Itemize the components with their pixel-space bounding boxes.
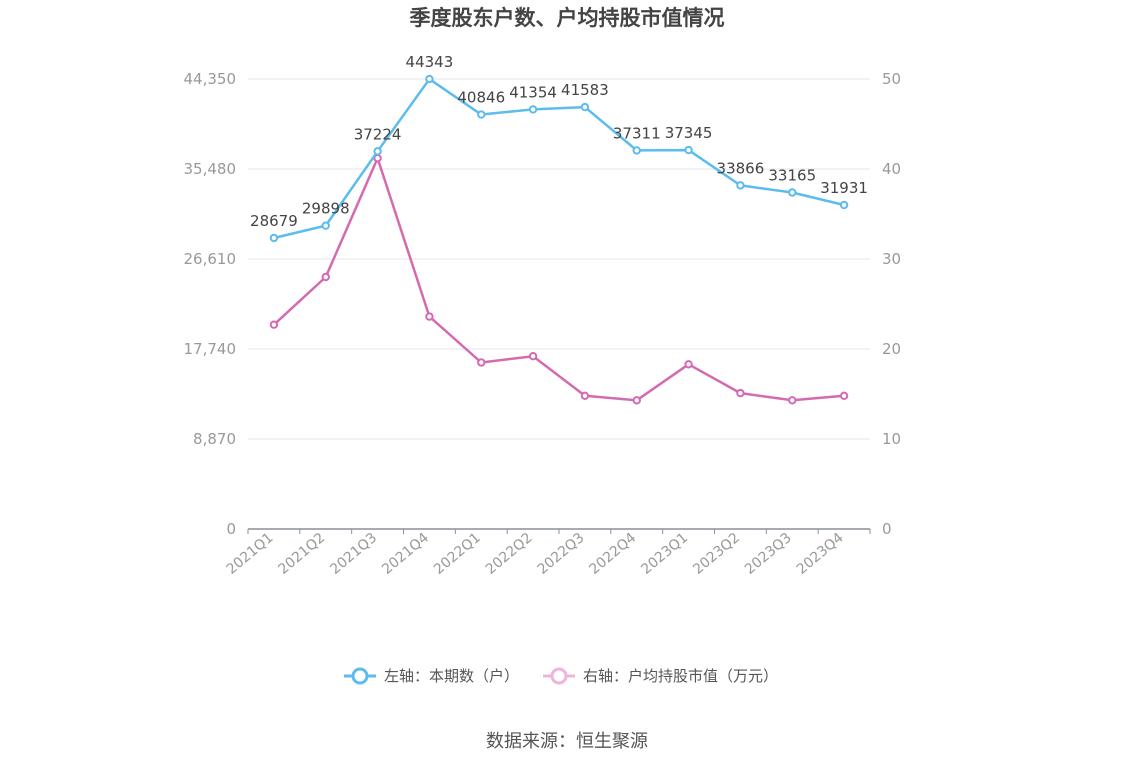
x-tick-label: 2023Q2 — [690, 530, 743, 578]
series-line — [273, 77, 845, 240]
source-text: 数据来源：恒生聚源 — [486, 731, 648, 752]
x-tick-label: 2021Q4 — [379, 530, 432, 578]
legend: 左轴：本期数（户） 右轴：户均持股市值（万元） — [344, 667, 778, 685]
left-tick-label: 26,610 — [184, 250, 237, 268]
x-axis: 2021Q12021Q22021Q32021Q42022Q12022Q22022… — [224, 528, 871, 578]
data-point[interactable] — [425, 74, 434, 84]
right-tick-label: 30 — [882, 250, 901, 268]
legend-right-label: 右轴：户均持股市值（万元） — [583, 667, 778, 685]
grid-lines — [248, 78, 870, 440]
left-tick-label: 17,740 — [184, 340, 237, 358]
data-point[interactable] — [477, 110, 486, 119]
data-point[interactable] — [580, 391, 590, 400]
data-point[interactable] — [788, 396, 797, 405]
x-tick-label: 2023Q1 — [638, 530, 691, 578]
right-tick-label: 40 — [882, 160, 901, 178]
data-point[interactable] — [528, 105, 538, 114]
data-label: 37224 — [354, 125, 402, 143]
right-tick-label: 50 — [882, 70, 901, 88]
data-point[interactable] — [425, 312, 434, 321]
right-tick-label: 20 — [882, 340, 901, 358]
x-tick-label: 2023Q4 — [794, 530, 847, 578]
data-point[interactable] — [736, 181, 745, 190]
legend-left-marker — [351, 667, 369, 685]
chart-title: 季度股东户数、户均持股市值情况 — [410, 6, 725, 30]
legend-left-label: 左轴：本期数（户） — [384, 667, 519, 685]
series-left — [269, 74, 849, 243]
data-point[interactable] — [632, 146, 641, 155]
data-label: 41354 — [509, 83, 557, 101]
data-point[interactable] — [839, 200, 849, 210]
x-tick-label: 2022Q1 — [431, 530, 484, 578]
data-point[interactable] — [580, 102, 590, 112]
data-point[interactable] — [321, 272, 330, 282]
x-tick-label: 2021Q2 — [275, 530, 328, 578]
legend-right-marker — [550, 667, 568, 685]
right-axis-ticks: 0 10 20 30 40 50 — [882, 70, 901, 538]
x-tick-label: 2022Q3 — [535, 530, 588, 578]
legend-item-left[interactable]: 左轴：本期数（户） — [344, 667, 519, 685]
data-point[interactable] — [528, 352, 538, 361]
series-line — [273, 156, 845, 402]
x-tick-label: 2023Q3 — [742, 530, 795, 578]
left-tick-label: 35,480 — [184, 160, 237, 178]
x-tick-label: 2021Q3 — [327, 530, 380, 578]
x-tick-label: 2022Q2 — [483, 530, 536, 578]
data-label: 44343 — [406, 53, 454, 71]
left-tick-label: 8,870 — [193, 430, 236, 448]
data-label: 29898 — [302, 200, 350, 218]
data-point[interactable] — [373, 147, 382, 156]
series-right — [269, 154, 849, 405]
data-label: 37345 — [665, 124, 713, 142]
data-point[interactable] — [736, 388, 745, 398]
data-point[interactable] — [684, 145, 693, 155]
x-tick-label: 2022Q4 — [586, 530, 639, 578]
data-label: 31931 — [820, 179, 868, 197]
data-point[interactable] — [269, 233, 279, 243]
left-axis-ticks: 0 8,870 17,740 26,610 35,480 44,350 — [184, 70, 237, 538]
data-point[interactable] — [269, 320, 279, 329]
data-point[interactable] — [632, 396, 641, 405]
right-tick-label: 10 — [882, 430, 901, 448]
legend-item-right[interactable]: 右轴：户均持股市值（万元） — [543, 667, 778, 685]
data-point[interactable] — [788, 188, 797, 197]
data-label: 33165 — [768, 166, 816, 184]
data-point[interactable] — [321, 221, 330, 230]
data-label: 28679 — [250, 212, 298, 230]
data-label: 33866 — [717, 159, 765, 177]
right-tick-label: 0 — [882, 520, 892, 538]
left-tick-label: 0 — [226, 520, 236, 538]
data-point[interactable] — [684, 360, 693, 369]
data-point[interactable] — [477, 358, 486, 367]
data-label: 40846 — [457, 89, 505, 107]
data-label: 41583 — [561, 81, 609, 99]
data-point[interactable] — [839, 391, 849, 400]
left-tick-label: 44,350 — [184, 70, 237, 88]
data-label: 37311 — [613, 124, 661, 142]
